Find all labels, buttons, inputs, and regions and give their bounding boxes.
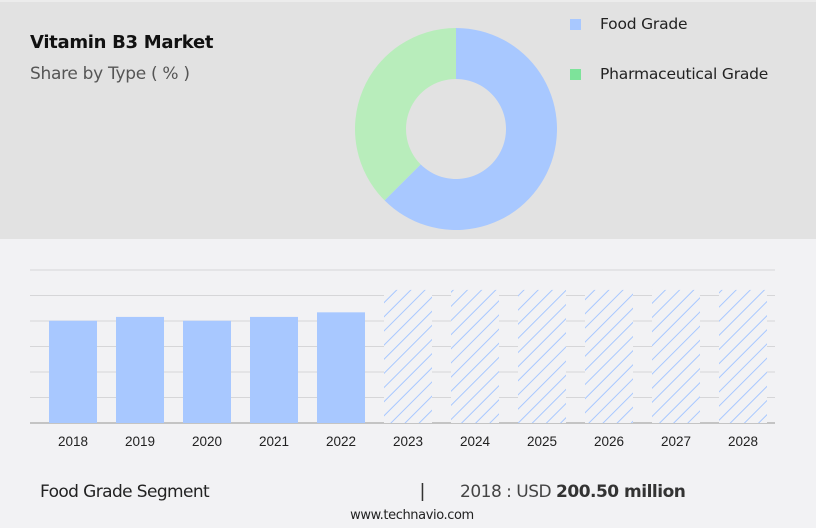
bar-2028 [719,289,767,423]
legend-label: Food Grade [600,15,688,33]
donut-slice-pharmaceutical-grade [355,28,456,201]
x-tick-label: 2028 [728,434,758,449]
donut-slice-food-grade [384,28,557,230]
x-tick-label: 2021 [259,434,289,449]
x-tick-label: 2023 [393,434,423,449]
chart-title: Vitamin B3 Market [30,32,214,53]
bar-2026 [585,289,633,423]
value-prefix: 2018 : USD [460,482,552,502]
bar-2019 [116,316,164,423]
separator: | [420,481,425,502]
donut-chart [355,28,557,230]
legend-swatch-food-grade [570,19,581,30]
bar-2018 [49,320,97,423]
x-tick-label: 2020 [192,434,222,449]
bar-2025 [518,289,566,423]
bar-2027 [652,289,700,423]
bar-2023 [384,289,432,423]
bar-2021 [250,316,298,423]
bars [49,289,767,423]
x-tick-label: 2024 [460,434,491,449]
x-tick-label: 2027 [661,434,691,449]
bar-chart: 2018 2019 2020 2021 2022 2023 2024 2025 2026 2027… [30,269,775,449]
source-url: www.technavio.com [350,508,474,523]
x-tick-label: 2025 [527,434,557,449]
x-tick-label: 2026 [594,434,624,449]
legend-label: Pharmaceutical Grade [600,65,769,83]
bar-2020 [183,320,231,423]
value-amount: 200.50 million [556,482,686,502]
chart-subtitle: Share by Type ( % ) [30,64,190,84]
segment-label: Food Grade Segment [40,482,210,502]
bar-2024 [451,289,499,423]
legend-swatch-pharmaceutical-grade [570,69,581,80]
x-tick-label: 2019 [125,434,155,449]
bar-2022 [317,312,365,423]
x-tick-label: 2022 [326,434,356,449]
segment-value: 2018 : USD 200.50 million [460,482,686,502]
x-tick-label: 2018 [58,434,88,449]
x-axis-labels: 2018 2019 2020 2021 2022 2023 2024 2025 2026 2027… [58,434,758,449]
